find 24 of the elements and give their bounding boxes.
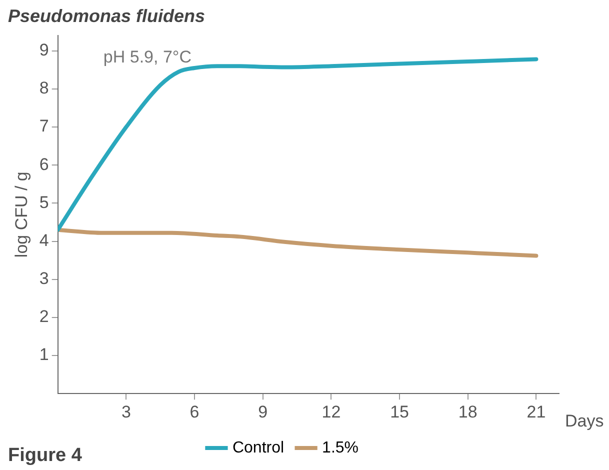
y-tick-label: 9 — [39, 40, 49, 60]
x-axis-title: Days — [565, 411, 604, 430]
y-tick-label: 8 — [39, 78, 49, 98]
caption: Figure 4 — [8, 445, 82, 466]
y-tick-label: 1 — [39, 345, 49, 364]
annotation: pH 5.9, 7°C — [103, 47, 192, 66]
chart-title: Pseudomonas fluidens — [8, 6, 206, 26]
y-axis-title: log CFU / g — [12, 172, 31, 258]
x-tick-label: 21 — [526, 402, 546, 422]
line-series — [58, 228, 538, 258]
x-tick-label: 6 — [190, 402, 200, 422]
y-tick-label: 6 — [39, 154, 49, 174]
x-tick-label: 12 — [322, 402, 341, 422]
y-tick-label: 2 — [39, 307, 49, 326]
legend-label: Control — [232, 439, 284, 456]
legend-label: 1.5% — [322, 439, 359, 456]
x-tick-label: 18 — [458, 402, 478, 422]
y-tick-label: 4 — [39, 230, 49, 250]
y-tick-label: 3 — [39, 269, 49, 288]
x-tick-label: 9 — [258, 402, 268, 422]
y-tick-label: 5 — [39, 192, 49, 212]
x-tick-label: 15 — [390, 402, 410, 422]
y-tick-label: 7 — [39, 116, 49, 136]
x-tick-label: 3 — [121, 402, 131, 422]
